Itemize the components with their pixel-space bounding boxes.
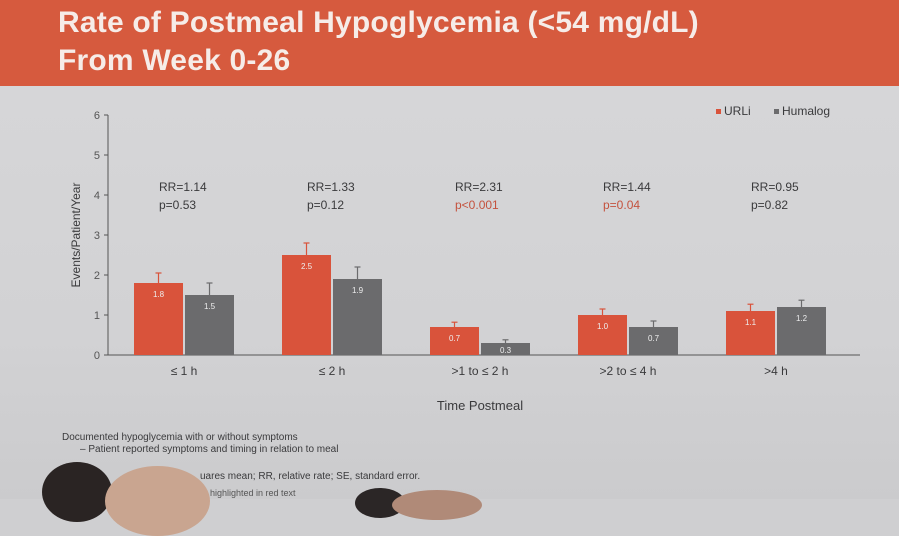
rr-annotation: RR=0.95 [751,180,799,194]
footnote-line-2: – Patient reported symptoms and timing i… [80,444,339,455]
bar-value-label: 0.7 [449,334,461,343]
y-tick-label: 1 [94,310,100,322]
p-value-annotation: p=0.82 [751,198,788,212]
bar-urli [134,283,183,355]
rr-annotation: RR=1.44 [603,180,651,194]
bar-value-label: 0.7 [648,334,660,343]
bar-value-label: 1.1 [745,318,757,327]
bar-humalog [629,327,678,355]
bar-humalog [185,295,234,355]
bar-urli [282,255,331,355]
p-value-annotation: p<0.001 [455,198,499,212]
audience-head-2 [105,466,210,536]
bar-urli [726,311,775,355]
footnote-line-3: uares mean; RR, relative rate; SE, stand… [200,471,421,482]
p-value-annotation: p=0.53 [159,198,196,212]
x-tick-label: >4 h [764,364,788,378]
bar-value-label: 0.3 [500,346,512,355]
y-axis-label: Events/Patient/Year [69,183,83,288]
y-tick-label: 6 [94,110,100,122]
bar-chart: 0 1 2 3 4 5 6 Events/Patient/Year Time Postmeal ≤… [69,104,860,413]
bar-humalog [777,307,826,355]
bar-value-label: 1.2 [796,314,808,323]
p-value-annotation: p=0.04 [603,198,640,212]
legend-swatch-urli [716,109,721,114]
x-axis-label: Time Postmeal [437,398,523,413]
rr-annotation: RR=2.31 [455,180,503,194]
legend-swatch-humalog [774,109,779,114]
footnote-line-4: highlighted in red text [210,488,296,498]
bar-value-label: 1.9 [352,286,364,295]
y-tick-label: 3 [94,230,100,242]
legend-label-humalog: Humalog [782,104,830,118]
x-tick-label: ≤ 2 h [319,364,346,378]
x-tick-label: >2 to ≤ 4 h [600,364,657,378]
x-tick-label: ≤ 1 h [171,364,198,378]
footnote-line-1: Documented hypoglycemia with or without … [62,432,298,443]
audience-head-4 [392,490,482,520]
bar-humalog [333,279,382,355]
bar-value-label: 1.8 [153,290,165,299]
x-tick-label: >1 to ≤ 2 h [452,364,509,378]
rr-annotation: RR=1.33 [307,180,355,194]
p-value-annotation: p=0.12 [307,198,344,212]
y-tick-label: 4 [94,190,100,202]
bar-urli [430,327,479,355]
slide-title-line-1: Rate of Postmeal Hypoglycemia (<54 mg/dL… [58,6,699,39]
y-tick-label: 2 [94,270,100,282]
bar-urli [578,315,627,355]
bar-value-label: 1.5 [204,302,216,311]
legend-label-urli: URLi [724,104,751,118]
bar-value-label: 2.5 [301,262,313,271]
audience-head-1 [42,462,112,522]
bar-humalog [481,343,530,355]
bar-value-label: 1.0 [597,322,609,331]
slide-title-line-2: From Week 0-26 [58,44,291,77]
title-banner: Rate of Postmeal Hypoglycemia (<54 mg/dL… [0,0,899,86]
rr-annotation: RR=1.14 [159,180,207,194]
y-tick-label: 5 [94,150,100,162]
y-tick-label: 0 [94,350,100,362]
